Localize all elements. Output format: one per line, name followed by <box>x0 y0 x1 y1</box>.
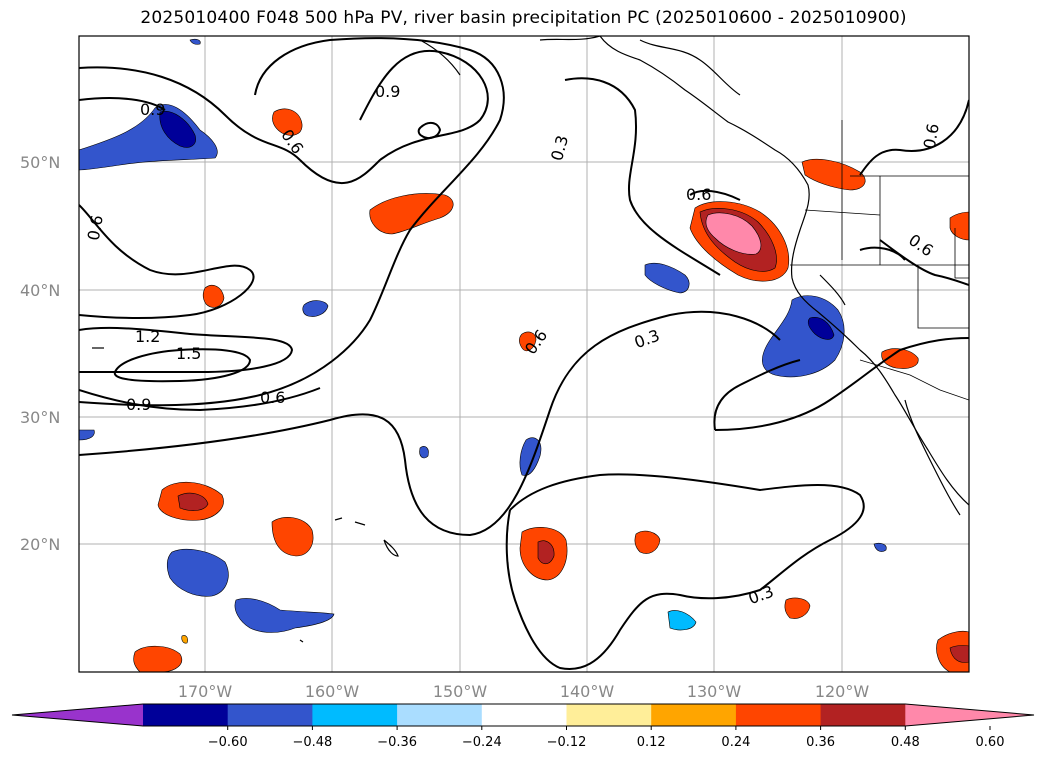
colorbar-tick-label: 0.36 <box>806 735 835 750</box>
contour-label: 0.9 <box>140 100 165 119</box>
lat-label: 30°N <box>20 408 60 427</box>
precip-shading <box>79 38 969 672</box>
colorbar-extend-high <box>905 704 1034 726</box>
contour-label: 0.9 <box>126 395 151 414</box>
coastlines <box>419 36 969 516</box>
colorbar-tick-label: 0.12 <box>637 735 666 750</box>
contour-label: 0.9 <box>375 82 400 101</box>
lon-label: 170°W <box>178 682 233 701</box>
contour-label: 0.6 <box>260 388 285 407</box>
lat-label: 40°N <box>20 281 60 300</box>
lat-label: 20°N <box>20 535 60 554</box>
contour-label: 0.6 <box>920 122 943 150</box>
colorbar-segment <box>651 704 737 726</box>
contour-label: 1.2 <box>135 327 160 346</box>
colorbar-segment <box>735 704 822 726</box>
colorbar-extend-low <box>12 704 143 726</box>
map-frame <box>78 35 970 673</box>
latitude-labels: 50°N 40°N 30°N 20°N <box>20 153 60 554</box>
contour-label: 0.6 <box>84 214 107 242</box>
colorbar-outline <box>11 703 1035 727</box>
lon-label: 130°W <box>687 682 742 701</box>
colorbar-segment <box>481 704 567 726</box>
lon-label: 120°W <box>815 682 870 701</box>
lon-label: 140°W <box>560 682 615 701</box>
colorbar-segment <box>397 704 483 726</box>
colorbar-tick-label: 0.48 <box>891 735 920 750</box>
colorbar-tick-label: −0.24 <box>462 735 502 750</box>
longitude-labels: 170°W 160°W 150°W 140°W 130°W 120°W <box>178 682 870 701</box>
colorbar-segment <box>312 704 398 726</box>
colorbar-segment <box>143 704 229 726</box>
colorbar-tick-label: −0.36 <box>377 735 417 750</box>
borders <box>790 120 969 401</box>
colorbar-tick-label: 0.24 <box>721 735 750 750</box>
lon-label: 160°W <box>305 682 360 701</box>
colorbar-tick-label: −0.12 <box>547 735 587 750</box>
contour-label: 1.5 <box>176 344 201 363</box>
colorbar-segment <box>227 704 313 726</box>
colorbar-tick-label: 0.60 <box>976 735 1005 750</box>
colorbar: −0.60 −0.48 −0.36 −0.24 −0.12 0.12 0.24 0.36 0.4… <box>11 703 1035 750</box>
colorbar-tick-label: −0.48 <box>292 735 332 750</box>
colorbar-segment <box>820 704 906 726</box>
colorbar-segment <box>566 704 652 726</box>
islands <box>92 347 399 643</box>
positive-anomaly-max <box>705 212 762 255</box>
lat-label: 50°N <box>20 153 60 172</box>
negative-anomaly-aleutian-core <box>159 110 196 148</box>
contour-label: 0.6 <box>686 185 711 204</box>
lon-label: 150°W <box>433 682 488 701</box>
colorbar-tick-label: −0.60 <box>208 735 248 750</box>
map-title: 2025010400 F048 500 hPa PV, river basin … <box>140 8 907 28</box>
pv-contours <box>79 37 969 670</box>
